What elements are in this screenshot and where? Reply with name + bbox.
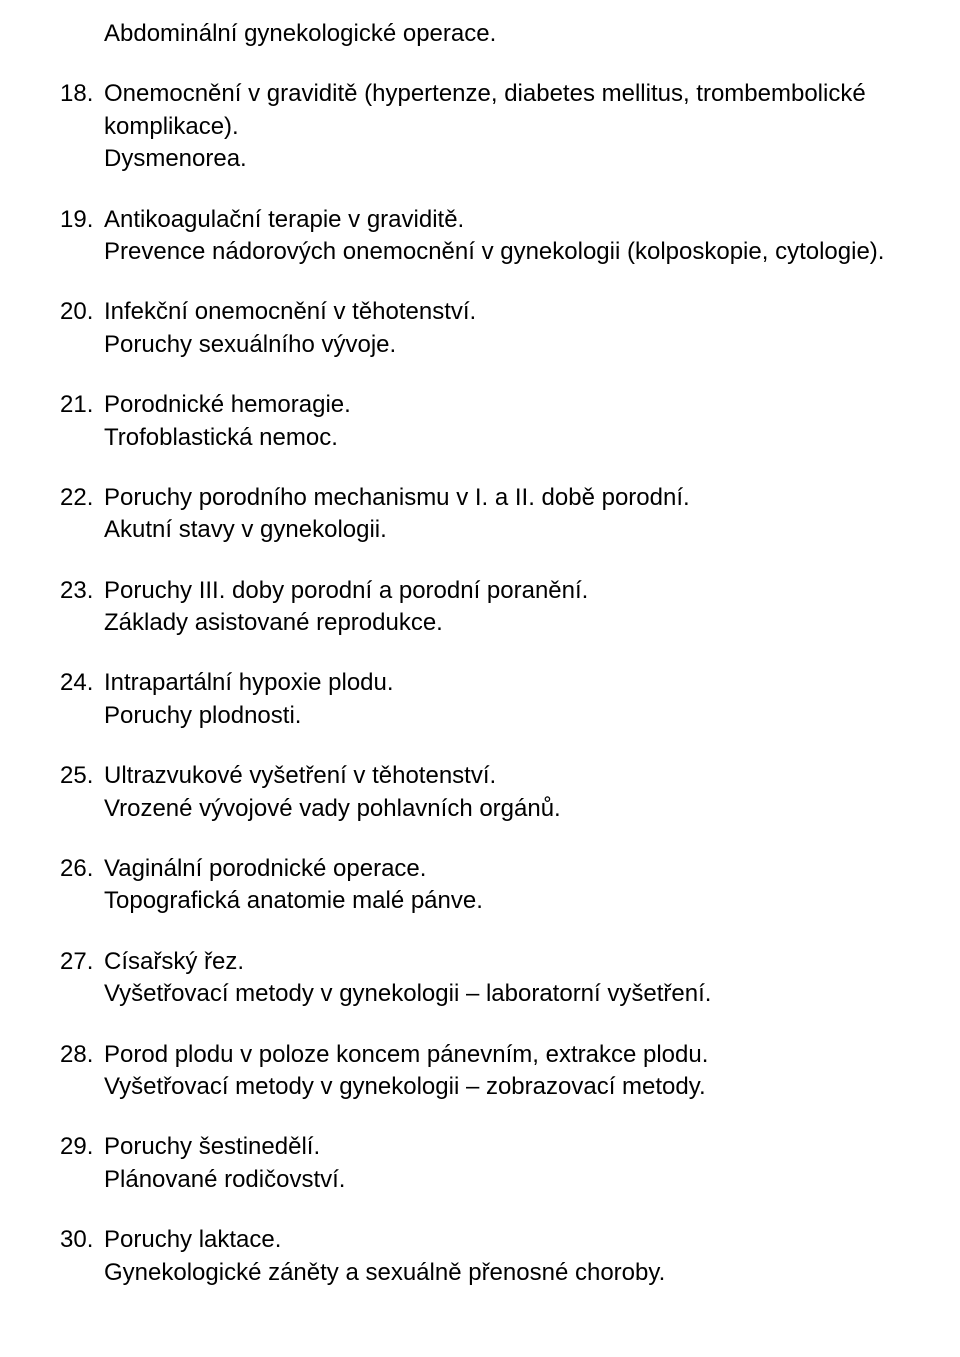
- list-item: 22.Poruchy porodního mechanismu v I. a I…: [60, 482, 900, 547]
- item-body: Poruchy laktace.Gynekologické záněty a s…: [104, 1224, 900, 1289]
- item-line: Základy asistované reprodukce.: [104, 607, 900, 639]
- item-number: 24.: [60, 667, 104, 699]
- item-line: Trofoblastická nemoc.: [104, 422, 900, 454]
- list-item: 23.Poruchy III. doby porodní a porodní p…: [60, 575, 900, 640]
- item-line: Poruchy plodnosti.: [104, 700, 900, 732]
- item-line: Intrapartální hypoxie plodu.: [104, 667, 900, 699]
- item-number: 19.: [60, 204, 104, 236]
- item-body: Intrapartální hypoxie plodu.Poruchy plod…: [104, 667, 900, 732]
- item-line: Topografická anatomie malé pánve.: [104, 885, 900, 917]
- item-line: Poruchy III. doby porodní a porodní pora…: [104, 575, 900, 607]
- item-line: Porod plodu v poloze koncem pánevním, ex…: [104, 1039, 900, 1071]
- list-item: 28.Porod plodu v poloze koncem pánevním,…: [60, 1039, 900, 1104]
- item-line: Infekční onemocnění v těhotenství.: [104, 296, 900, 328]
- item-line: Vyšetřovací metody v gynekologii – labor…: [104, 978, 900, 1010]
- item-body: Poruchy porodního mechanismu v I. a II. …: [104, 482, 900, 547]
- item-line: Poruchy sexuálního vývoje.: [104, 329, 900, 361]
- item-number: 20.: [60, 296, 104, 328]
- list-item: 27.Císařský řez.Vyšetřovací metody v gyn…: [60, 946, 900, 1011]
- item-line: Dysmenorea.: [104, 143, 900, 175]
- item-line: Plánované rodičovství.: [104, 1164, 900, 1196]
- item-line: Vaginální porodnické operace.: [104, 853, 900, 885]
- list-item: 21.Porodnické hemoragie.Trofoblastická n…: [60, 389, 900, 454]
- item-body: Porodnické hemoragie.Trofoblastická nemo…: [104, 389, 900, 454]
- item-line: Poruchy laktace.: [104, 1224, 900, 1256]
- item-line: Poruchy šestinedělí.: [104, 1131, 900, 1163]
- list-item: 30.Poruchy laktace.Gynekologické záněty …: [60, 1224, 900, 1289]
- item-body: Císařský řez.Vyšetřovací metody v gyneko…: [104, 946, 900, 1011]
- item-line: Vyšetřovací metody v gynekologii – zobra…: [104, 1071, 900, 1103]
- list-item: 29.Poruchy šestinedělí.Plánované rodičov…: [60, 1131, 900, 1196]
- item-line: Antikoagulační terapie v graviditě.: [104, 204, 900, 236]
- list-item: 18.Onemocnění v graviditě (hypertenze, d…: [60, 78, 900, 175]
- list-item: 19.Antikoagulační terapie v graviditě.Pr…: [60, 204, 900, 269]
- item-body: Antikoagulační terapie v graviditě.Preve…: [104, 204, 900, 269]
- list-item: 26.Vaginální porodnické operace.Topograf…: [60, 853, 900, 918]
- item-number: 28.: [60, 1039, 104, 1071]
- item-line: Porodnické hemoragie.: [104, 389, 900, 421]
- item-line: Onemocnění v graviditě (hypertenze, diab…: [104, 78, 900, 143]
- document-body: Abdominální gynekologické operace.18.One…: [60, 18, 900, 1289]
- item-line: Vrozené vývojové vady pohlavních orgánů.: [104, 793, 900, 825]
- item-body: Porod plodu v poloze koncem pánevním, ex…: [104, 1039, 900, 1104]
- item-line: Gynekologické záněty a sexuálně přenosné…: [104, 1257, 900, 1289]
- list-item: 25.Ultrazvukové vyšetření v těhotenství.…: [60, 760, 900, 825]
- item-body: Infekční onemocnění v těhotenství.Poruch…: [104, 296, 900, 361]
- item-number: 30.: [60, 1224, 104, 1256]
- list-item: 24.Intrapartální hypoxie plodu.Poruchy p…: [60, 667, 900, 732]
- item-number: 18.: [60, 78, 104, 110]
- item-body: Ultrazvukové vyšetření v těhotenství.Vro…: [104, 760, 900, 825]
- item-number: 29.: [60, 1131, 104, 1163]
- item-line: Akutní stavy v gynekologii.: [104, 514, 900, 546]
- item-body: Vaginální porodnické operace.Topografick…: [104, 853, 900, 918]
- item-number: 27.: [60, 946, 104, 978]
- item-line: Prevence nádorových onemocnění v gynekol…: [104, 236, 900, 268]
- item-line: Ultrazvukové vyšetření v těhotenství.: [104, 760, 900, 792]
- item-number: 22.: [60, 482, 104, 514]
- list-item: 20.Infekční onemocnění v těhotenství.Por…: [60, 296, 900, 361]
- item-line: Císařský řez.: [104, 946, 900, 978]
- item-line: Poruchy porodního mechanismu v I. a II. …: [104, 482, 900, 514]
- item-body: Onemocnění v graviditě (hypertenze, diab…: [104, 78, 900, 175]
- item-number: 25.: [60, 760, 104, 792]
- item-body: Poruchy šestinedělí.Plánované rodičovstv…: [104, 1131, 900, 1196]
- item-number: 21.: [60, 389, 104, 421]
- item-body: Poruchy III. doby porodní a porodní pora…: [104, 575, 900, 640]
- item-number: 23.: [60, 575, 104, 607]
- orphan-line: Abdominální gynekologické operace.: [104, 18, 900, 50]
- item-number: 26.: [60, 853, 104, 885]
